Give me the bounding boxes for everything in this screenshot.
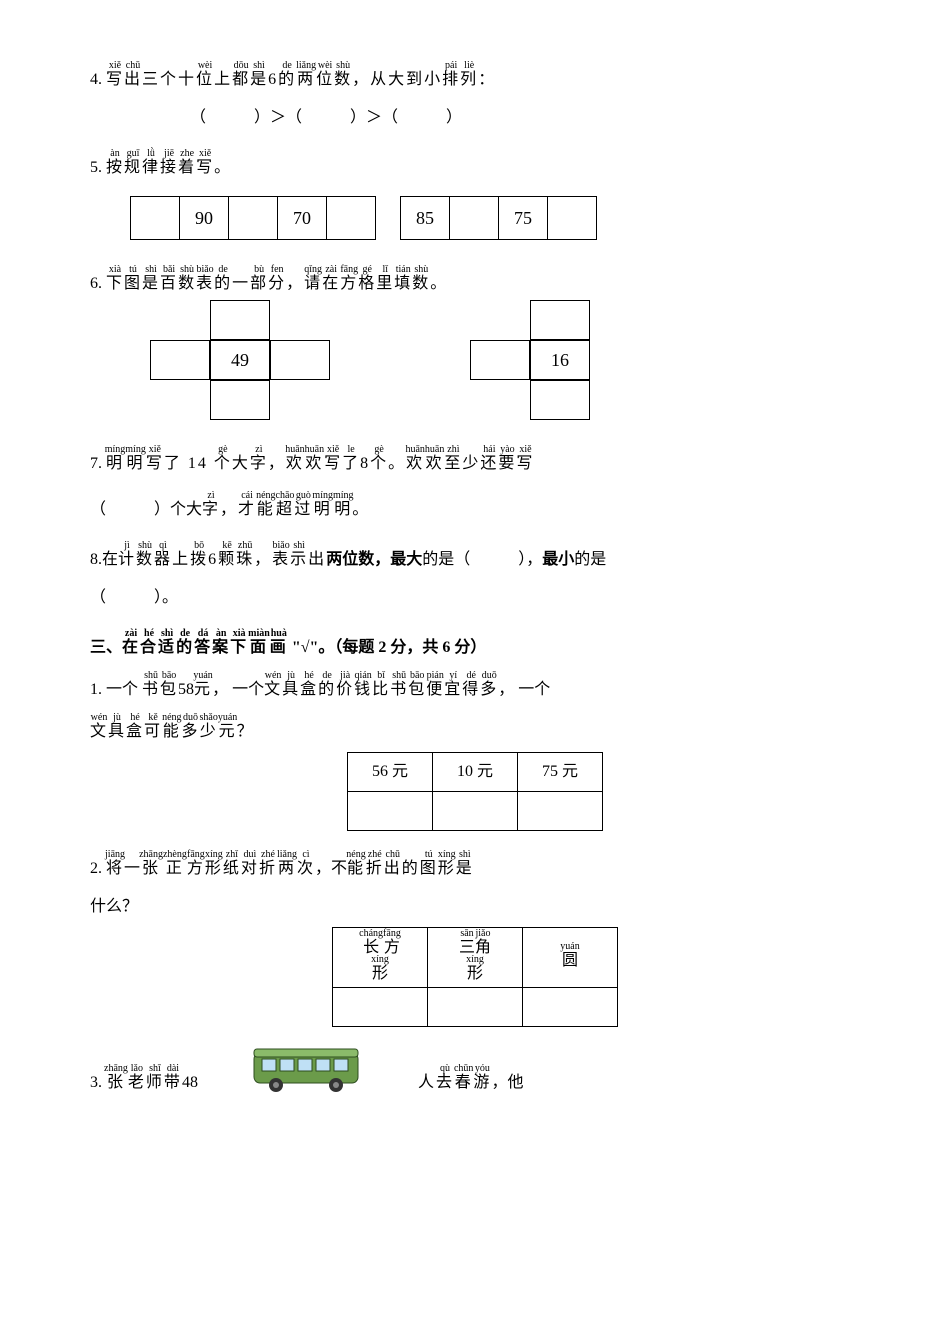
qnum: 3. xyxy=(90,1074,102,1091)
fold-options-table: 长cháng方fāng形xíng三sān角jiǎo形xíng圆yuán xyxy=(332,927,618,1027)
s3-question-2: 2. 将jiāng一张zhāng正zhèng方fāng形xíng纸zhǐ对duì… xyxy=(90,849,860,1027)
bold-text: 最小 xyxy=(542,551,574,568)
option-cell: 56 元 xyxy=(348,753,433,792)
q8-blank: （ ）。 xyxy=(90,586,860,610)
qnum: 8. xyxy=(90,551,102,568)
qnum: 5. xyxy=(90,159,102,176)
q5-text: 按àn规guī律lǜ接jiē着zhe写xiě。 xyxy=(106,159,232,176)
price-options-table: 56 元 10 元 75 元 xyxy=(347,752,603,831)
cross-grid-2: 16 xyxy=(470,300,650,420)
question-5: 5. 按àn规guī律lǜ接jiē着zhe写xiě。 9070 8575 xyxy=(90,148,860,246)
q7-line1: 明míng明míng写xiě了 14 个gè大字zì，欢huān欢huān写xi… xyxy=(106,455,534,472)
qnum: 2. xyxy=(90,860,102,877)
qnum: 6. xyxy=(90,275,102,292)
option-cell: 10 元 xyxy=(433,753,518,792)
q6-text: 下xià图tú是shì百bǎi数shù表biǎo的de一部bù分fen，请qǐn… xyxy=(106,275,448,292)
question-7: 7. 明míng明míng写xiě了 14 个gè大字zì，欢huān欢huān… xyxy=(90,444,860,522)
q7-line2: 字zì，才cái能néng超chāo过guò明míng明míng。 xyxy=(202,501,370,518)
s3-question-1: 1. 一个 书shū包bāo58元yuán， 一个文wén具jù盒hé的de价j… xyxy=(90,670,860,831)
s3-question-3: 3. 张zhāng老lǎo师shī带dài48 人去qù春chūn游yóu，他 xyxy=(90,1045,860,1095)
section-3-heading: 三、在zài合hé适shì的de答dá案àn下xià面miàn画huà "√"。… xyxy=(90,628,860,660)
qnum: 1. xyxy=(90,681,102,698)
question-6: 6. 下xià图tú是shì百bǎi数shù表biǎo的de一部bù分fen，请… xyxy=(90,264,860,420)
q8-text: 计jì数shù器qì上拨bō6颗kē珠zhū，表biǎo示shì出 xyxy=(118,551,326,568)
sequence-table-1: 9070 xyxy=(130,196,376,240)
cross-grid-1: 49 xyxy=(150,300,330,420)
question-8: 8.在计jì数shù器qì上拨bō6颗kē珠zhū，表biǎo示shì出两位数，… xyxy=(90,540,860,610)
qnum: 4. xyxy=(90,71,102,88)
q4-answer-blanks: （ ）＞（ ）＞（ ） xyxy=(90,106,860,130)
bus-icon xyxy=(208,1045,408,1095)
q4-text: 写xiě出chū三个十位wèi上都dōu是shì6的de两liǎng位wèi数s… xyxy=(106,71,496,88)
question-4: 4. 写xiě出chū三个十位wèi上都dōu是shì6的de两liǎng位wè… xyxy=(90,60,860,130)
option-cell: 75 元 xyxy=(518,753,603,792)
q7-blank: （ ）个大 xyxy=(90,501,202,518)
bold-text: 两位数，最大 xyxy=(326,551,422,568)
qnum: 7. xyxy=(90,455,102,472)
sequence-table-2: 8575 xyxy=(400,196,597,240)
